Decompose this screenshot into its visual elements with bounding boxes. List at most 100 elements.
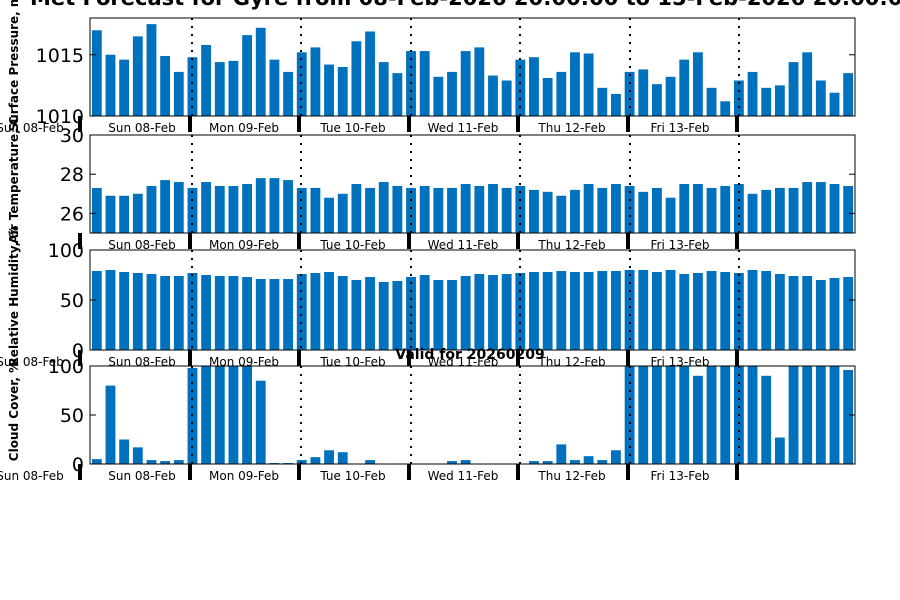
bar [802,276,813,350]
bar [829,366,840,464]
bar [720,185,731,233]
bar [310,187,321,233]
y-tick-label: 1010 [36,106,84,128]
bar [774,437,785,464]
bar [214,276,225,350]
bar [460,184,471,233]
bar [255,27,266,116]
bar [556,444,567,464]
bar [570,460,580,464]
bar [433,76,444,116]
bar [597,460,608,464]
bar [652,366,662,464]
bar [146,24,157,117]
bar [447,280,457,350]
bar [611,450,621,464]
bar [815,366,826,464]
bar [160,180,171,233]
bar [529,189,539,233]
figure-title: Met Forecast for Gyre from 08-Feb-2026 2… [30,0,900,10]
bar [242,184,253,233]
bar [774,187,785,233]
bar [310,47,321,116]
bar [337,276,348,350]
bar [638,191,649,233]
y-tick-label: 100 [48,356,84,378]
y-tick-label: 50 [60,290,84,312]
plot-frame [89,134,856,234]
bar [652,187,662,233]
bar [802,52,813,116]
bar [105,270,116,350]
bar [201,275,212,350]
bar [624,270,635,350]
bar [296,274,307,350]
bar [815,182,826,233]
day-label: Fri 13-Feb [651,238,710,252]
day-label: Thu 12-Feb [537,355,605,369]
bar [802,182,813,233]
day-label: Sun 08-Feb [108,469,176,483]
bar [692,184,703,233]
day-label: Mon 09-Feb [209,469,279,483]
bar [242,35,253,116]
bar [460,51,471,116]
bar [351,184,362,233]
bar [542,272,553,350]
bar [747,366,758,464]
bar [105,195,116,233]
chart-panel-2: 26 28 30 Sun 08-Feb Mon 09-Feb Tue 10-Feb Wed … [7,116,856,252]
bar [829,92,840,116]
bar [597,271,608,350]
bar [351,280,362,350]
bar [269,279,280,350]
bar [815,80,826,116]
y-tick-label: 0 [72,454,84,476]
bar [529,461,539,464]
chart-panels: 1010 1015 Sun 08-Feb Mon 09-Feb Tue 10-Feb We… [0,0,856,483]
day-label: Thu 12-Feb [537,469,605,483]
bar [433,187,444,233]
bar [433,280,444,350]
bar [761,87,772,116]
y-tick-label: 30 [60,125,84,147]
bar [201,44,212,117]
bar [597,187,608,233]
bar [529,272,539,350]
bar [214,62,225,116]
bar [228,185,239,233]
bar [337,67,348,116]
bar [720,272,731,350]
bar [747,193,758,233]
bar [310,457,321,464]
bar [187,273,198,350]
bar [119,195,130,233]
bar [583,184,594,233]
bar [255,178,266,233]
bar [187,57,198,116]
bar [788,276,799,350]
bar [337,452,348,464]
bar [365,277,375,350]
bar [296,187,307,233]
bar [679,366,690,464]
bar [706,187,717,233]
bar [829,278,840,350]
bar [406,277,416,350]
bar [160,276,171,350]
valid-for-label: Valid for 20260209 [395,347,544,363]
bar [173,71,184,116]
bar [515,273,526,350]
day-label: Wed 11-Feb [428,238,499,252]
bar [556,71,567,116]
start-day-label: Sun 08-Feb [0,469,64,483]
bar [447,461,457,464]
bar [706,366,717,464]
bar [173,182,184,233]
y-axis-label: Relative Humidity, % [7,226,21,367]
bar [774,274,785,350]
bar [652,84,662,116]
bar [747,270,758,350]
